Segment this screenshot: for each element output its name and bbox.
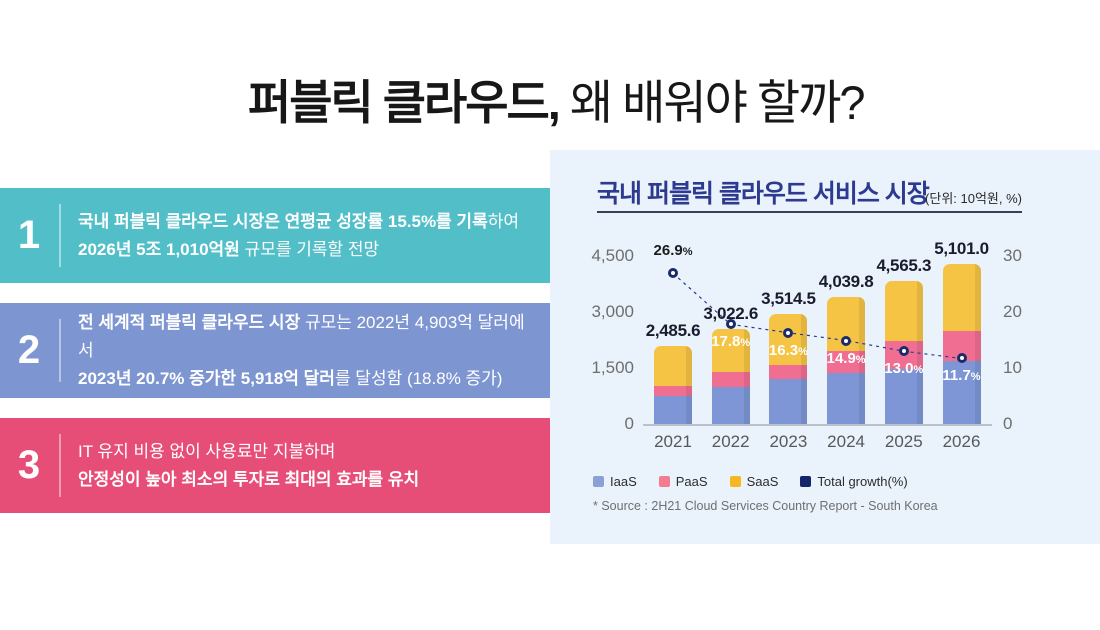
x-axis-category-label: 2021 xyxy=(654,432,692,451)
legend-label: PaaS xyxy=(675,474,708,489)
legend-label: Total growth(%) xyxy=(817,474,908,489)
percent-sign: % xyxy=(855,353,866,366)
point-number: 3 xyxy=(17,443,41,487)
point-text-regular: 규모는 2022년 4,903억 달러에서 xyxy=(78,312,525,360)
bar-segment-iaas xyxy=(942,360,981,424)
bar-segment-paas xyxy=(711,372,750,387)
legend-item-iaas: IaaS xyxy=(593,474,637,489)
stacked-bar xyxy=(654,345,692,424)
growth-line-dot xyxy=(841,335,852,346)
y-axis-right-tick: 0 xyxy=(1003,414,1013,433)
growth-percent-label: 14.9% xyxy=(826,349,866,367)
y-axis-left-tick: 4,500 xyxy=(591,246,634,265)
point-divider xyxy=(59,434,61,497)
bar-total-label: 5,101.0 xyxy=(934,238,989,258)
percent-sign: % xyxy=(682,246,693,259)
point-text-regular: IT 유지 비용 없이 사용료만 지불하며 xyxy=(78,441,336,461)
legend-swatch xyxy=(593,476,604,487)
chart-title: 국내 퍼블릭 클라우드 서비스 시장 xyxy=(597,180,930,208)
bar-total-label: 4,039.8 xyxy=(818,272,874,292)
x-axis-category-label: 2022 xyxy=(711,432,750,451)
x-axis-category-label: 2023 xyxy=(769,432,808,451)
point-divider xyxy=(59,204,61,267)
bar-segment-saas xyxy=(654,345,692,386)
bar-segment-saas xyxy=(884,280,923,342)
legend-swatch xyxy=(729,476,741,487)
percent-sign: % xyxy=(970,371,981,384)
growth-line-dot xyxy=(783,327,794,338)
bar-segment-iaas xyxy=(654,396,692,424)
bar-segment-paas xyxy=(654,385,692,397)
point-text-bold: 안정성이 높아 최소의 투자로 최대의 효과를 유치 xyxy=(78,469,420,489)
x-axis-line xyxy=(643,424,992,426)
percent-sign: % xyxy=(913,364,924,377)
point-number: 1 xyxy=(17,213,41,257)
chart-unit-label: (단위: 10억원, %) xyxy=(925,191,1022,206)
percent-sign: % xyxy=(798,345,808,358)
point-divider xyxy=(59,319,61,382)
growth-line-dot xyxy=(725,319,736,330)
page-title-regular: 왜 배워야 할까? xyxy=(558,76,866,129)
legend-item-paas: PaaS xyxy=(658,474,708,489)
legend-swatch xyxy=(658,476,670,487)
x-axis-category-label: 2025 xyxy=(884,432,923,451)
growth-percent-label: 11.7% xyxy=(942,367,981,385)
growth-percent-label: 13.0% xyxy=(884,360,924,378)
percent-sign: % xyxy=(740,337,751,350)
bar-segment-iaas xyxy=(711,386,750,424)
point-text-bold: 전 세계적 퍼블릭 클라우드 시장 xyxy=(78,312,301,332)
growth-line-dot xyxy=(898,346,909,357)
growth-line-dot xyxy=(668,268,678,279)
y-axis-left-tick: 3,000 xyxy=(591,302,634,321)
point-text-regular: 하여 xyxy=(487,211,519,231)
page-title: 퍼블릭 클라우드, 왜 배워야 할까? xyxy=(248,64,868,133)
x-axis-category-label: 2026 xyxy=(942,432,981,451)
legend-label: IaaS xyxy=(610,474,637,489)
y-axis-left-tick: 1,500 xyxy=(591,358,634,377)
chart-plot-area: 0 1,500 3,000 4,500 0 10 20 30 2021 2,485.6 26.9% 2… xyxy=(550,150,1100,544)
bar-segment-paas xyxy=(769,365,808,380)
legend-item-saas: SaaS xyxy=(729,474,779,489)
legend-label: SaaS xyxy=(746,474,779,489)
y-axis-right-tick: 20 xyxy=(1003,302,1022,321)
bar-total-label: 4,565.3 xyxy=(876,255,932,275)
y-axis-right-tick: 30 xyxy=(1003,246,1022,265)
point-text-bold: 국내 퍼블릭 클라우드 시장은 연평균 성장률 15.5%를 기록 xyxy=(78,211,488,231)
growth-percent-label: 16.3% xyxy=(768,341,808,359)
point-number: 2 xyxy=(17,328,41,372)
point-text-regular: 규모를 기록할 전망 xyxy=(239,239,380,259)
growth-percent-label: 26.9% xyxy=(653,242,693,260)
y-axis-left-tick: 0 xyxy=(624,414,634,433)
bar-segment-saas xyxy=(942,263,981,331)
x-axis-category-label: 2024 xyxy=(827,432,866,451)
bar-total-label: 2,485.6 xyxy=(645,320,701,340)
point-box: 2 전 세계적 퍼블릭 클라우드 시장 규모는 2022년 4,903억 달러에서… xyxy=(0,303,553,398)
y-axis-right-tick: 10 xyxy=(1003,358,1022,377)
chart-source: * Source : 2H21 Cloud Services Country R… xyxy=(593,499,938,513)
point-text-bold: 2023년 20.7% 증가한 5,918억 달러 xyxy=(78,368,335,388)
growth-line-dot xyxy=(956,353,967,364)
stacked-bar xyxy=(942,263,981,424)
page-title-bold: 퍼블릭 클라우드, xyxy=(248,76,561,129)
point-box: 1 국내 퍼블릭 클라우드 시장은 연평균 성장률 15.5%를 기록하여 2026… xyxy=(0,188,553,283)
legend-swatch xyxy=(800,476,812,487)
point-text: 전 세계적 퍼블릭 클라우드 시장 규모는 2022년 4,903억 달러에서 2… xyxy=(78,309,539,393)
key-points-list: 1 국내 퍼블릭 클라우드 시장은 연평균 성장률 15.5%를 기록하여 2026… xyxy=(0,188,553,533)
bar-segment-iaas xyxy=(769,379,808,424)
legend-item-total-growth-: Total growth(%) xyxy=(800,474,908,489)
bar-segment-iaas xyxy=(827,372,866,424)
point-text-regular: 를 달성함 (18.8% 증가) xyxy=(334,368,503,388)
point-text-bold: 2026년 5조 1,010억원 xyxy=(78,239,240,259)
chart-panel: 국내 퍼블릭 클라우드 서비스 시장 (단위: 10억원, %) 0 1,500 3… xyxy=(550,150,1100,544)
chart-title-underline xyxy=(597,211,1022,213)
bar-total-label: 3,514.5 xyxy=(761,288,816,308)
bar-segment-iaas xyxy=(884,369,923,424)
growth-percent-label: 17.8% xyxy=(711,333,751,351)
point-text: 국내 퍼블릭 클라우드 시장은 연평균 성장률 15.5%를 기록하여 2026년… xyxy=(78,208,519,264)
chart-legend: IaaS PaaS SaaS Total growth(%) xyxy=(593,474,908,489)
